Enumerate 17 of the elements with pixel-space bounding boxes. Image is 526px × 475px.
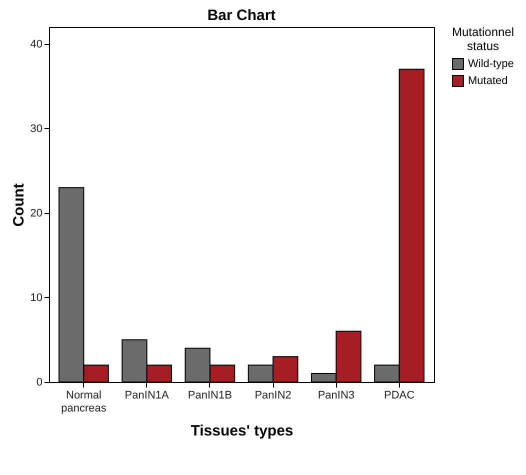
y-tick-label: 30 [30, 122, 42, 135]
x-tick-label: PanIN2 [254, 390, 292, 402]
legend-title: Mutationnel status [452, 25, 514, 53]
x-axis-title: Tissues' types [190, 422, 294, 440]
chart-title: Bar Chart [207, 7, 276, 24]
legend-label: Mutated [468, 75, 508, 87]
legend-label: Wild-type [468, 58, 514, 70]
x-tick-label: PDAC [384, 390, 415, 402]
x-tick-label: PanIN1B [188, 390, 232, 402]
x-tick-label: Normal pancreas [61, 390, 107, 414]
y-tick-label: 0 [36, 376, 42, 388]
x-tick-label: PanIN1A [124, 390, 170, 402]
y-tick-label: 10 [30, 292, 42, 304]
y-axis-title: Count [10, 183, 28, 227]
y-tick-label: 40 [30, 38, 42, 50]
x-tick-label: PanIN3 [318, 390, 355, 402]
y-tick-label: 20 [30, 207, 42, 220]
